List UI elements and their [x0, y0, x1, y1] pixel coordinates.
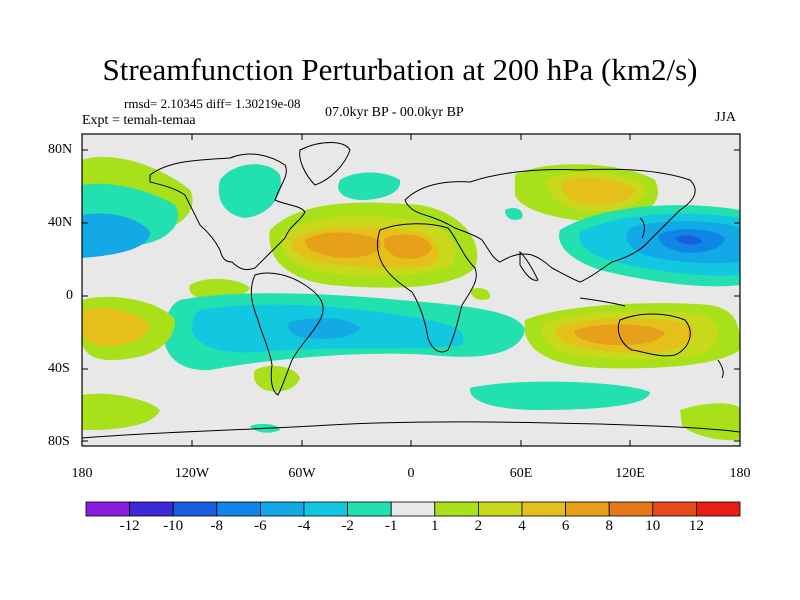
colorbar-tick-label: -2 — [341, 518, 354, 534]
coast-africa — [377, 223, 477, 353]
contour-green-sw — [82, 393, 160, 430]
coast-nz — [717, 359, 724, 379]
lon-label-60w: 60W — [288, 466, 316, 481]
contour-orange-afr — [383, 234, 432, 259]
lat-label-40n: 40N — [48, 215, 73, 230]
colorbar-tick-label: 2 — [474, 518, 483, 534]
contour-fields — [82, 142, 740, 441]
colorbar-swatch — [696, 501, 741, 517]
colorbar-swatch — [477, 501, 523, 517]
colorbar-swatch — [259, 501, 305, 517]
contour-cyan-natl — [218, 164, 281, 218]
lat-label-40s: 40S — [48, 361, 70, 376]
lon-label-180e: 180 — [729, 466, 751, 481]
lon-label-120w: 120W — [174, 466, 210, 481]
coastlines — [82, 142, 740, 439]
lat-label-80s: 80S — [48, 434, 70, 449]
contour-green-samer — [189, 278, 250, 299]
colorbar-tick-label: 8 — [605, 518, 613, 534]
contour-orange-aus — [574, 324, 665, 346]
colorbar-swatch — [521, 501, 566, 517]
lat-label-0: 0 — [66, 288, 73, 303]
contour-orange-atl — [305, 232, 381, 258]
colorbar-tick-label: 1 — [431, 518, 439, 534]
contour-green-afr-eq — [470, 287, 491, 300]
lon-ticks — [191, 134, 631, 446]
plot-title: Streamfunction Perturbation at 200 hPa (… — [102, 52, 698, 87]
lon-label-180w: 180 — [71, 466, 93, 481]
colorbar-tick-label: 4 — [518, 518, 526, 534]
colorbar-tick-label: 6 — [561, 518, 570, 534]
season-label: JJA — [715, 110, 737, 125]
colorbar-swatch — [216, 501, 261, 517]
colorbar-tick-label: 12 — [688, 518, 704, 534]
lon-label-120e: 120E — [615, 466, 645, 481]
colorbar-swatch — [390, 501, 436, 517]
lon-label-60e: 60E — [509, 466, 533, 481]
coast-india — [519, 250, 539, 281]
period-label: 07.0kyr BP - 00.0kyr BP — [325, 105, 464, 120]
contour-gold-npac — [561, 177, 636, 206]
stats-line: rmsd= 2.10345 diff= 1.30219e-08 — [124, 96, 301, 111]
colorbar-tick-label: -12 — [119, 518, 140, 534]
experiment-label: Expt = temah-temaa — [82, 113, 196, 128]
coast-south-america — [250, 272, 324, 396]
colorbar-swatch — [652, 501, 697, 517]
colorbar-tick-label: -6 — [254, 518, 267, 534]
coast-eurasia — [404, 168, 696, 283]
coast-greenland — [299, 142, 351, 186]
coast-north-america — [149, 153, 306, 271]
colorbar-swatch — [347, 501, 392, 517]
coast-indonesia — [579, 297, 626, 307]
colorbar-swatch — [303, 501, 348, 517]
contour-blue-npac — [82, 213, 150, 258]
colorbar-swatch — [172, 501, 218, 517]
colorbar-tick-label: -1 — [384, 518, 398, 534]
contour-lblue-sband — [288, 318, 360, 339]
lat-label-80n: 80N — [48, 142, 73, 157]
colorbar-swatch — [608, 501, 654, 517]
colorbar-tick-label: 10 — [645, 518, 661, 534]
colorbar-tick-label: -8 — [210, 518, 224, 534]
coast-australia — [617, 313, 691, 357]
lon-label-0: 0 — [407, 466, 415, 481]
coast-japan — [639, 217, 645, 239]
colorbar-tick-label: -10 — [163, 518, 184, 534]
lat-ticks — [82, 149, 740, 442]
colorbar-swatch — [129, 501, 174, 517]
contour-green-samer-s — [253, 365, 300, 392]
colorbar-swatch — [565, 501, 610, 517]
colorbar — [85, 501, 741, 517]
contour-cyan-arctic — [338, 172, 401, 200]
contour-green-se — [680, 403, 740, 441]
contour-cyan-sant — [469, 381, 650, 410]
colorbar-swatch — [85, 501, 130, 517]
contour-cyan-eur — [505, 207, 523, 220]
contour-dblue-wnp — [675, 235, 702, 245]
colorbar-swatch — [434, 501, 479, 517]
colorbar-tick-label: -4 — [297, 518, 311, 534]
coast-antarctica — [82, 421, 740, 439]
contour-gold-spac — [82, 307, 150, 347]
